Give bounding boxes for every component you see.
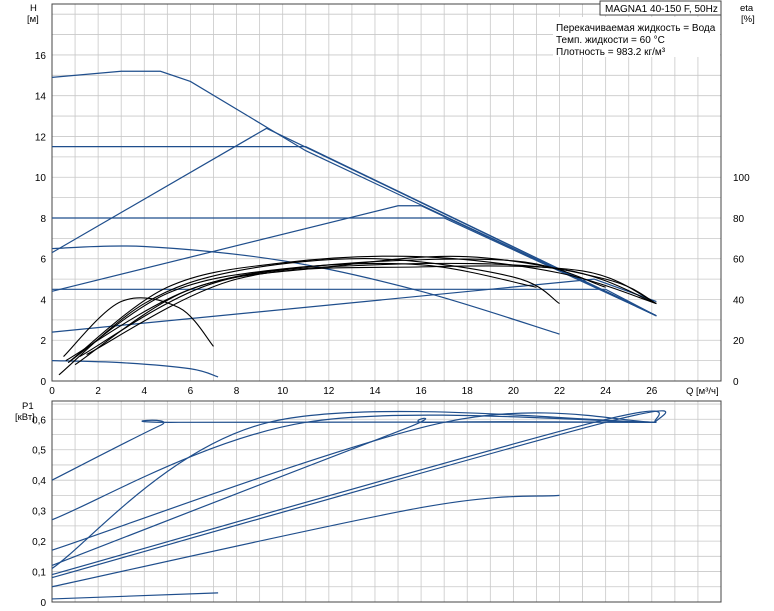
head-curve — [52, 288, 657, 317]
flow-tick-label: 10 — [277, 386, 289, 397]
fluid-info: Перекачиваемая жидкость = Вода — [556, 23, 716, 34]
power-curve — [51, 410, 660, 576]
head-tick-label: 2 — [40, 336, 46, 347]
flow-tick-label: 8 — [234, 386, 240, 397]
flow-tick-label: 12 — [323, 386, 335, 397]
head-tick-label: 16 — [35, 51, 47, 62]
efficiency-curve — [79, 262, 657, 358]
head-tick-label: 10 — [35, 173, 47, 184]
head-curve — [51, 278, 657, 333]
head-curve — [51, 205, 657, 317]
power-chart-ticks: 0 0,1 0,2 0,3 0,4 0,5 0,6 — [32, 415, 46, 609]
head-tick-label: 4 — [40, 295, 46, 306]
power-curve — [51, 414, 657, 521]
power-chart-frame — [51, 400, 722, 603]
power-tick-label: 0,5 — [32, 446, 46, 457]
power-curve — [51, 592, 219, 600]
flow-tick-label: 0 — [49, 386, 55, 397]
head-tick-label: 0 — [40, 377, 46, 388]
flow-tick-label: 16 — [416, 386, 428, 397]
flow-tick-label: 24 — [600, 386, 612, 397]
power-axis-symbol: P1 — [22, 401, 34, 412]
efficiency-tick-label: 60 — [733, 255, 745, 266]
info-box — [553, 17, 720, 57]
flow-tick-label: 14 — [369, 386, 381, 397]
head-axis-unit: [м] — [27, 14, 39, 25]
model-title-box — [599, 0, 722, 16]
flow-tick-label: 18 — [462, 386, 474, 397]
temperature-info: Темп. жидкости = 60 °C — [556, 35, 665, 46]
efficiency-axis-unit: [%] — [741, 14, 755, 25]
efficiency-curve — [70, 255, 657, 362]
efficiency-curve — [58, 258, 560, 376]
power-tick-label: 0,3 — [32, 507, 46, 518]
head-curve — [51, 127, 657, 317]
head-tick-label: 6 — [40, 255, 46, 266]
efficiency-axis-symbol: eta — [740, 3, 754, 14]
head-curve — [52, 217, 657, 317]
head-axis-symbol: H — [30, 3, 37, 14]
efficiency-tick-label: 100 — [733, 173, 750, 184]
head-tick-label: 12 — [35, 132, 47, 143]
power-chart: 0 0,1 0,2 0,3 0,4 0,5 0,6 P1 [кВт] — [15, 400, 722, 609]
efficiency-tick-label: 0 — [733, 377, 739, 388]
power-curve — [51, 410, 667, 579]
efficiency-tick-label: 80 — [733, 214, 745, 225]
power-chart-curves — [51, 410, 667, 600]
power-tick-label: 0,6 — [32, 415, 46, 426]
model-title: MAGNA1 40-150 F, 50Hz — [605, 4, 718, 15]
flow-tick-label: 6 — [188, 386, 194, 397]
flow-tick-label: 4 — [141, 386, 147, 397]
head-curve — [51, 70, 657, 317]
head-chart-grid — [52, 4, 721, 381]
power-curve — [51, 412, 657, 551]
efficiency-tick-label: 20 — [733, 336, 745, 347]
head-tick-label: 14 — [35, 92, 47, 103]
flow-tick-label: 26 — [646, 386, 658, 397]
head-chart-curves — [51, 70, 657, 378]
efficiency-curve — [86, 265, 657, 355]
flow-tick-label: 22 — [554, 386, 566, 397]
power-curve — [51, 417, 657, 567]
efficiency-tick-label: 40 — [733, 295, 745, 306]
power-tick-label: 0,1 — [32, 568, 46, 579]
flow-axis-label: Q [м³/ч] — [686, 386, 719, 397]
density-info: Плотность = 983.2 кг/м³ — [556, 47, 666, 58]
efficiency-curve — [65, 258, 606, 362]
head-curve — [52, 146, 657, 317]
flow-tick-label: 2 — [95, 386, 101, 397]
efficiency-curve — [63, 297, 214, 357]
power-tick-label: 0,2 — [32, 537, 46, 548]
head-chart-frame — [51, 3, 722, 382]
power-curve — [51, 410, 657, 569]
efficiency-curve — [67, 262, 537, 364]
power-chart-grid — [52, 401, 721, 602]
flow-tick-label: 20 — [508, 386, 520, 397]
power-tick-label: 0,4 — [32, 476, 46, 487]
head-tick-label: 8 — [40, 214, 46, 225]
power-axis-unit: [кВт] — [15, 412, 35, 423]
power-curve — [51, 494, 560, 588]
power-tick-label: 0 — [40, 598, 46, 609]
